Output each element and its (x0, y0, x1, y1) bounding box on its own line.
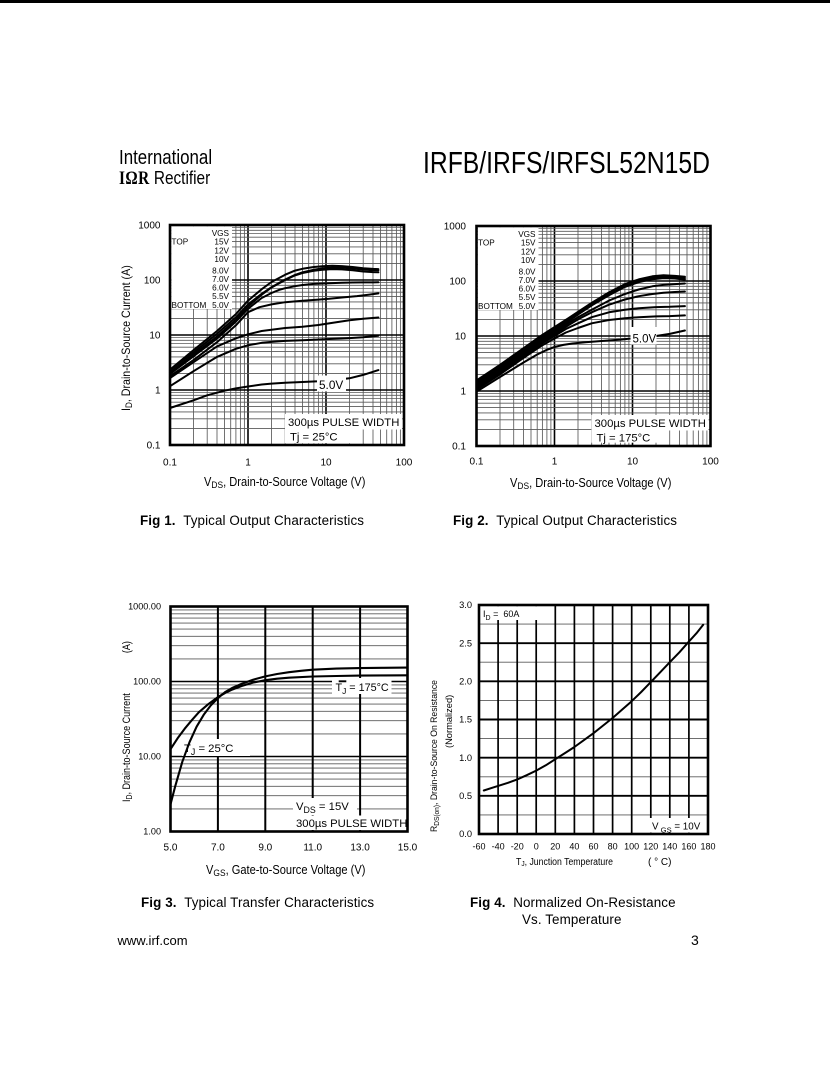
svg-text:VDS = 15V: VDS = 15V (296, 801, 349, 815)
svg-text:300µs PULSE WIDTH: 300µs PULSE WIDTH (595, 418, 706, 430)
svg-text:1000: 1000 (444, 222, 467, 233)
svg-text:2.5: 2.5 (459, 638, 472, 648)
svg-text:100: 100 (449, 277, 466, 288)
svg-text:5.0V: 5.0V (212, 301, 229, 310)
svg-text:140: 140 (662, 842, 677, 852)
svg-text:Tj = 175°C: Tj = 175°C (597, 432, 651, 444)
svg-text:0.1: 0.1 (452, 442, 466, 453)
svg-text:5.0V: 5.0V (319, 378, 343, 392)
svg-text:60: 60 (588, 842, 598, 852)
svg-text:1: 1 (552, 457, 558, 468)
svg-text:8.0V: 8.0V (519, 267, 536, 276)
svg-text:1.0: 1.0 (459, 753, 472, 763)
svg-text:10: 10 (627, 457, 639, 468)
svg-text:BOTTOM: BOTTOM (172, 301, 207, 310)
svg-text:0.1: 0.1 (147, 441, 161, 452)
svg-text:BOTTOM: BOTTOM (478, 302, 513, 311)
svg-text:10V: 10V (214, 255, 229, 264)
svg-text:300µs PULSE WIDTH: 300µs PULSE WIDTH (288, 417, 399, 429)
svg-text:1.00: 1.00 (143, 827, 161, 837)
svg-text:1: 1 (245, 458, 251, 469)
svg-text:-20: -20 (511, 842, 524, 852)
svg-text:120: 120 (643, 842, 658, 852)
svg-text:TJ = 25°C: TJ = 25°C (184, 743, 233, 757)
svg-text:9.0: 9.0 (258, 843, 272, 854)
svg-text:2.0: 2.0 (459, 677, 472, 687)
svg-text:300µs PULSE WIDTH: 300µs PULSE WIDTH (296, 818, 407, 830)
svg-text:13.0: 13.0 (350, 843, 370, 854)
svg-text:-40: -40 (492, 842, 505, 852)
svg-text:0.0: 0.0 (459, 829, 472, 839)
svg-text:7.0: 7.0 (211, 843, 225, 854)
svg-text:TOP: TOP (172, 238, 189, 247)
svg-text:1.5: 1.5 (459, 715, 472, 725)
svg-text:1000: 1000 (138, 221, 161, 232)
svg-text:180: 180 (700, 842, 715, 852)
svg-text:15.0: 15.0 (398, 843, 418, 854)
svg-text:6.0V: 6.0V (519, 285, 536, 294)
svg-text:10: 10 (320, 458, 332, 469)
svg-text:12V: 12V (521, 247, 536, 256)
svg-text:1: 1 (155, 386, 161, 397)
svg-text:80: 80 (608, 842, 618, 852)
svg-text:0.5: 0.5 (459, 791, 472, 801)
svg-text:1000.00: 1000.00 (128, 602, 161, 612)
svg-text:5.0: 5.0 (164, 843, 178, 854)
svg-text:5.0V: 5.0V (633, 334, 657, 346)
svg-text:0.1: 0.1 (470, 457, 484, 468)
svg-text:100: 100 (702, 457, 719, 468)
svg-text:100.00: 100.00 (133, 677, 161, 687)
svg-text:10V: 10V (521, 256, 536, 265)
svg-text:7.0V: 7.0V (519, 276, 536, 285)
svg-text:TJ = 175°C: TJ = 175°C (336, 682, 389, 696)
svg-text:15V: 15V (521, 239, 536, 248)
svg-text:3.0: 3.0 (459, 600, 472, 610)
svg-text:40: 40 (569, 842, 579, 852)
svg-text:6.0V: 6.0V (212, 284, 229, 293)
svg-text:10: 10 (455, 332, 467, 343)
svg-text:100: 100 (624, 842, 639, 852)
svg-text:5.5V: 5.5V (212, 292, 229, 301)
svg-text:15V: 15V (214, 238, 229, 247)
svg-text:5.5V: 5.5V (519, 293, 536, 302)
svg-text:160: 160 (681, 842, 696, 852)
svg-text:V GS = 10V: V GS = 10V (652, 822, 701, 835)
svg-text:10.00: 10.00 (138, 752, 161, 762)
svg-text:VGS: VGS (212, 229, 230, 238)
svg-text:12V: 12V (214, 246, 229, 255)
svg-text:20: 20 (550, 842, 560, 852)
svg-text:TOP: TOP (478, 239, 495, 248)
svg-text:1: 1 (460, 387, 466, 398)
svg-text:VGS: VGS (518, 230, 536, 239)
svg-text:5.0V: 5.0V (519, 302, 536, 311)
svg-text:0.1: 0.1 (163, 458, 177, 469)
svg-text:Tj = 25°C: Tj = 25°C (290, 431, 338, 443)
svg-text:-60: -60 (472, 842, 485, 852)
svg-text:100: 100 (396, 458, 413, 469)
svg-text:100: 100 (144, 276, 161, 287)
svg-text:10: 10 (149, 331, 161, 342)
svg-text:11.0: 11.0 (303, 843, 322, 854)
svg-text:8.0V: 8.0V (212, 266, 229, 275)
svg-text:0: 0 (534, 842, 539, 852)
svg-text:ID = 60A: ID = 60A (483, 609, 519, 622)
svg-text:7.0V: 7.0V (212, 275, 229, 284)
